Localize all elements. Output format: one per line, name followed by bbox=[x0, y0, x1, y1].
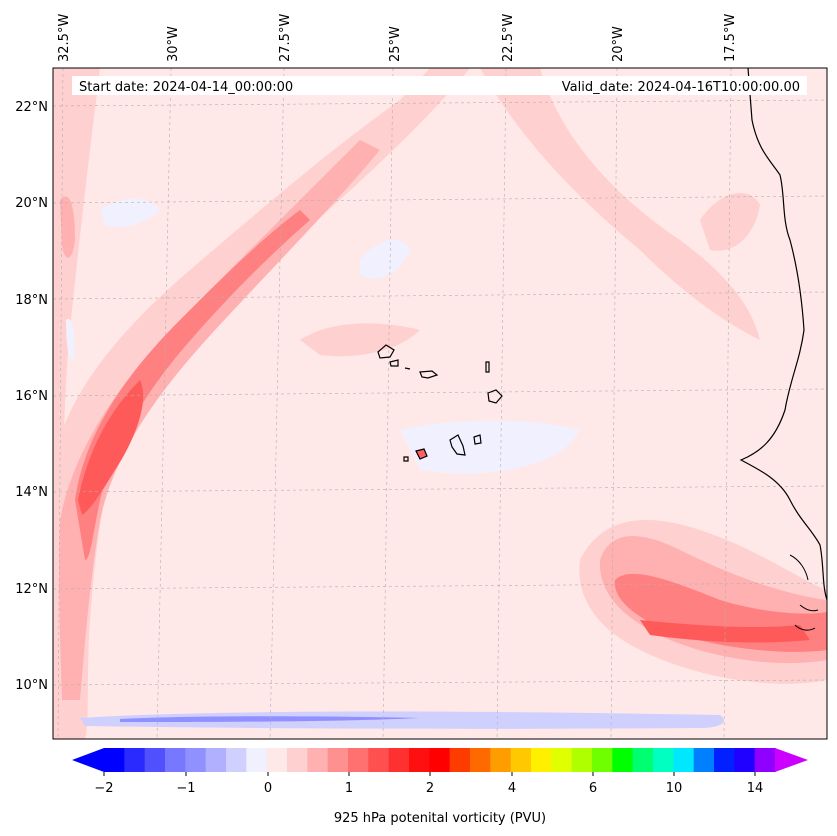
colorbar-cells bbox=[104, 748, 776, 772]
colorbar-cell bbox=[632, 748, 654, 772]
colorbar-cell bbox=[429, 748, 451, 772]
colorbar-tick-label: 0 bbox=[264, 781, 272, 796]
lat-label: 12°N bbox=[15, 582, 48, 597]
island-santa-luzia bbox=[404, 367, 411, 370]
graticule bbox=[53, 68, 827, 739]
colorbar-cell bbox=[307, 748, 329, 772]
colorbar-tick-label: 10 bbox=[666, 781, 683, 796]
colorbar-ticks bbox=[103, 772, 756, 776]
island-maio bbox=[473, 434, 482, 445]
colorbar-tick-label: 4 bbox=[508, 781, 516, 796]
map-plot-area bbox=[53, 68, 827, 739]
colorbar-extend-max bbox=[775, 748, 808, 772]
lat-label: 10°N bbox=[15, 678, 48, 693]
colorbar-cell bbox=[266, 748, 288, 772]
colorbar-cell bbox=[124, 748, 146, 772]
longitude-labels: 32.5°W 30°W 27.5°W 25°W 22.5°W 20°W 17.5… bbox=[57, 14, 738, 62]
pv-negative-patch-1 bbox=[360, 239, 410, 279]
pv-negative-patch-4 bbox=[66, 319, 75, 361]
lon-label: 27.5°W bbox=[278, 14, 293, 62]
island-brava bbox=[403, 456, 409, 462]
colorbar-cell bbox=[612, 748, 634, 772]
colorbar-tick-label: 1 bbox=[345, 781, 353, 796]
pv-negative-patch-2 bbox=[400, 420, 580, 474]
colorbar-cell bbox=[409, 748, 430, 772]
colorbar-cell bbox=[470, 748, 491, 772]
colorbar-cell bbox=[673, 748, 695, 772]
pv-band-north bbox=[480, 68, 760, 340]
colorbar-cell bbox=[165, 748, 186, 772]
colorbar-cell bbox=[368, 748, 390, 772]
colorbar-tick-label: 2 bbox=[426, 781, 434, 796]
colorbar-title: 925 hPa potenital vorticity (PVU) bbox=[334, 811, 546, 826]
colorbar-cell bbox=[327, 748, 349, 772]
latitude-labels: 22°N 20°N 18°N 16°N 14°N 12°N 10°N bbox=[15, 100, 48, 693]
island-sao-nicolau bbox=[419, 370, 439, 379]
pv-max-west bbox=[78, 380, 144, 515]
island-boa-vista bbox=[487, 389, 503, 404]
pv-patch-ne bbox=[700, 193, 760, 251]
pv-max-southeast bbox=[640, 620, 810, 643]
colorbar-tick-label: −2 bbox=[94, 781, 113, 796]
island-sao-vicente bbox=[389, 359, 399, 367]
colorbar-cell bbox=[653, 748, 674, 772]
colorbar-cell bbox=[104, 748, 125, 772]
lon-label: 17.5°W bbox=[723, 14, 738, 62]
lon-label: 20°W bbox=[611, 26, 626, 62]
island-sal bbox=[485, 361, 490, 373]
cape-verde-islands bbox=[377, 344, 503, 462]
lon-label: 25°W bbox=[388, 26, 403, 62]
colorbar-cell bbox=[246, 748, 268, 772]
lat-label: 20°N bbox=[15, 196, 48, 211]
colorbar-cell bbox=[226, 748, 247, 772]
lon-label: 22.5°W bbox=[501, 14, 516, 62]
colorbar-cell bbox=[714, 748, 735, 772]
african-coastline bbox=[739, 68, 827, 601]
island-fogo bbox=[415, 448, 428, 460]
colorbar-tick-label: −1 bbox=[176, 781, 195, 796]
pv-negative-south-band bbox=[80, 711, 724, 729]
colorbar: −2 −1 0 1 2 4 6 10 14 925 hPa potenital … bbox=[72, 748, 808, 826]
coastline-islands-south bbox=[789, 554, 819, 631]
colorbar-cell bbox=[734, 748, 756, 772]
lat-label: 22°N bbox=[15, 100, 48, 115]
colorbar-cell bbox=[571, 748, 593, 772]
lat-label: 14°N bbox=[15, 485, 48, 500]
colorbar-tick-labels: −2 −1 0 1 2 4 6 10 14 bbox=[94, 781, 763, 796]
island-santiago bbox=[449, 434, 466, 456]
colorbar-cell bbox=[287, 748, 308, 772]
colorbar-cell bbox=[693, 748, 715, 772]
colorbar-cell bbox=[144, 748, 166, 772]
start-date-label: Start date: 2024-04-14_00:00:00 bbox=[79, 80, 293, 95]
colorbar-tick-label: 14 bbox=[747, 781, 764, 796]
colorbar-cell bbox=[388, 748, 410, 772]
colorbar-cell bbox=[551, 748, 573, 772]
colorbar-cell bbox=[510, 748, 532, 772]
colorbar-cell bbox=[205, 748, 227, 772]
lat-label: 18°N bbox=[15, 293, 48, 308]
map-frame bbox=[52, 67, 828, 740]
lon-label: 30°W bbox=[166, 26, 181, 62]
colorbar-extend-min bbox=[72, 748, 104, 772]
colorbar-cell bbox=[449, 748, 471, 772]
colorbar-tick-label: 6 bbox=[589, 781, 597, 796]
pv-negative-patch-3 bbox=[100, 198, 160, 227]
lat-label: 16°N bbox=[15, 389, 48, 404]
valid-date-label: Valid_date: 2024-04-16T10:00:00.00 bbox=[562, 80, 800, 95]
pv-negative-south-core bbox=[120, 716, 420, 722]
pv-patch-islands bbox=[300, 323, 420, 357]
pv-patch-nw bbox=[60, 196, 75, 258]
colorbar-cell bbox=[490, 748, 512, 772]
colorbar-cell bbox=[592, 748, 613, 772]
island-santo-antao bbox=[377, 344, 395, 359]
lon-label: 32.5°W bbox=[57, 14, 72, 62]
title-box bbox=[72, 76, 807, 95]
colorbar-cell bbox=[754, 748, 776, 772]
colorbar-cell bbox=[531, 748, 552, 772]
colorbar-cell bbox=[348, 748, 369, 772]
colorbar-cell bbox=[185, 748, 207, 772]
